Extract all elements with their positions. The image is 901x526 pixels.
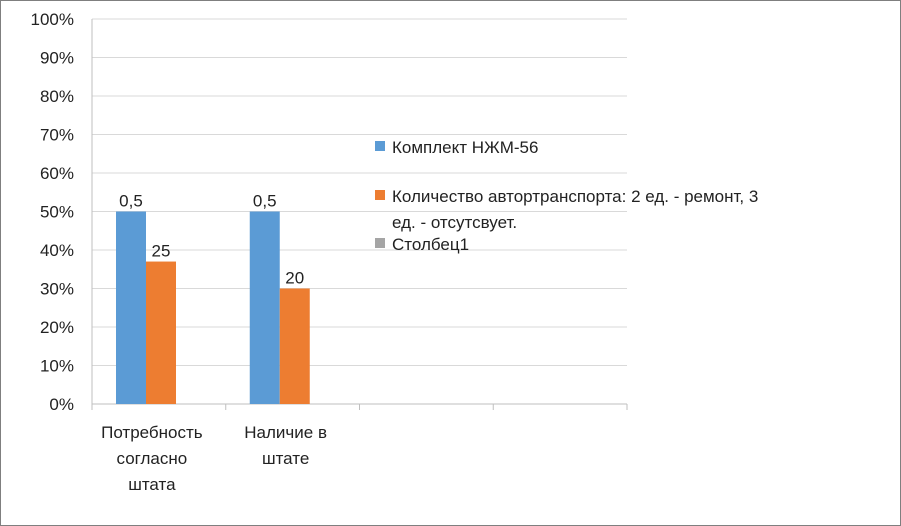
legend-layer: Комплект НЖМ-56 Количество автортранспорт… [375,138,758,254]
y-tick-label: 70% [40,126,74,145]
y-tick-label: 90% [40,49,74,68]
bar [146,261,176,404]
data-label: 25 [152,242,171,261]
data-label: 0,5 [119,192,143,211]
y-tick-label: 60% [40,164,74,183]
data-label: 20 [285,269,304,288]
legend-swatch [375,238,385,248]
y-tick-label: 20% [40,318,74,337]
y-tick-label: 10% [40,357,74,376]
bar [249,211,280,404]
y-tick-label: 100% [31,10,74,29]
bar [116,211,146,404]
y-tick-label: 80% [40,87,74,106]
legend-label: Комплект НЖМ-56 [392,138,538,157]
category-label: штате [262,449,309,468]
y-tick-label: 40% [40,241,74,260]
category-label: штата [128,475,176,494]
legend-label: ед. - отсутсвует. [392,213,517,232]
label-layer: 0,5 0,5 25 20 [119,192,304,288]
y-tick-label: 30% [40,280,74,299]
data-label: 0,5 [253,192,277,211]
category-label: Потребность [101,423,203,442]
bar [279,288,310,404]
legend-label: Столбец1 [392,235,469,254]
legend-label: Количество автортранспорта: 2 ед. - ремо… [392,187,758,206]
grid-layer [92,18,627,366]
axis-layer: 0% 10% 20% 30% 40% 50% 60% 70% 80% 90% 100% Потребн… [31,10,628,494]
legend-swatch [375,190,385,200]
category-label: согласно [117,449,188,468]
category-label: Наличие в [244,423,327,442]
y-tick-label: 50% [40,203,74,222]
legend-swatch [375,141,385,151]
y-tick-label: 0% [49,395,74,414]
bar-layer [116,211,310,404]
